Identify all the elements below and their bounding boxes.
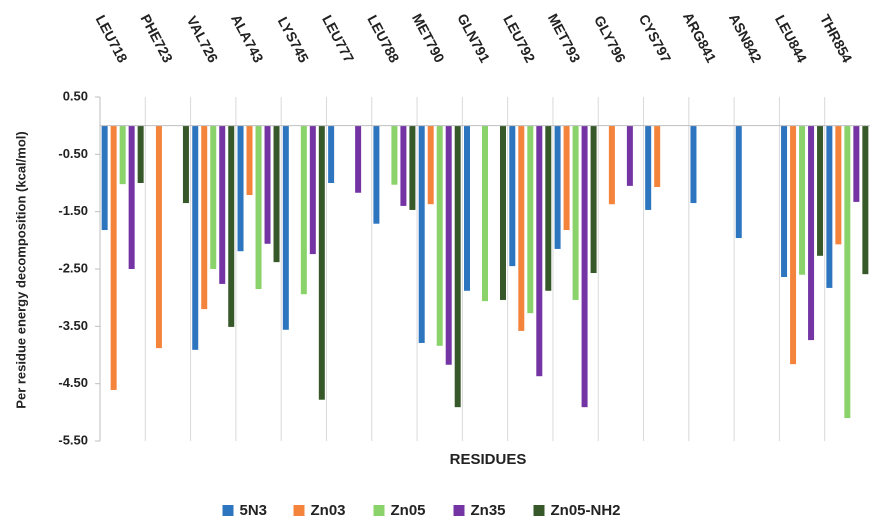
x-tick-label: GLN791	[454, 11, 493, 65]
x-tick-label: CYS797	[636, 12, 675, 66]
bar	[391, 125, 398, 185]
bar	[418, 125, 425, 343]
bar	[237, 125, 244, 252]
bar	[509, 125, 516, 267]
legend-swatch	[373, 505, 385, 516]
x-tick-label: GLY796	[591, 13, 629, 66]
bar	[626, 125, 633, 186]
bar	[464, 125, 470, 291]
bar	[155, 125, 162, 349]
x-tick-label: THR854	[817, 12, 856, 66]
x-tick-label: LEU718	[93, 12, 131, 65]
bar	[110, 125, 117, 390]
legend-label: Zn03	[311, 502, 346, 519]
x-tick-label: LEU788	[364, 12, 402, 65]
bar	[264, 125, 271, 244]
bar	[318, 125, 325, 400]
bar	[436, 125, 443, 346]
legend-label: Zn05	[391, 502, 426, 519]
x-tick-label: LEU844	[772, 12, 810, 65]
x-tick-label: LEU792	[500, 12, 538, 65]
bar	[309, 125, 316, 255]
bar	[799, 125, 806, 275]
legend-swatch	[222, 505, 234, 516]
bar	[192, 125, 199, 350]
y-tick-label: -3.50	[58, 318, 88, 333]
bar	[536, 125, 543, 377]
bar	[645, 125, 652, 210]
bar	[201, 125, 208, 310]
legend-swatch	[453, 505, 465, 516]
bar	[781, 125, 788, 278]
bar	[590, 125, 597, 274]
bar	[400, 125, 407, 206]
bar	[445, 125, 452, 365]
legend-label: Zn05-NH2	[551, 502, 621, 519]
bar	[654, 125, 661, 188]
bar	[137, 125, 144, 183]
bar	[545, 125, 552, 291]
bar	[119, 125, 126, 185]
y-tick-label: -5.50	[58, 432, 88, 447]
bar	[844, 125, 851, 419]
bar	[862, 125, 869, 275]
bar	[182, 125, 189, 204]
bar	[690, 125, 697, 204]
x-tick-label: VAL726	[184, 13, 222, 65]
y-tick-label: -2.50	[58, 260, 88, 275]
legend-label: Zn35	[471, 502, 506, 519]
bar	[101, 125, 108, 231]
x-tick-label: ASN842	[726, 11, 765, 65]
bar	[554, 125, 561, 249]
y-axis-title: Per residue energy decomposition (kcal/m…	[13, 131, 28, 408]
bar	[282, 125, 289, 330]
x-tick-label: LEU777	[319, 12, 357, 65]
bar	[409, 125, 416, 210]
bar	[228, 125, 235, 327]
bar	[817, 125, 824, 256]
bar	[735, 125, 742, 239]
bar	[826, 125, 833, 288]
x-tick-label: MET793	[545, 11, 584, 65]
bar	[608, 125, 615, 205]
bar	[300, 125, 307, 295]
x-tick-label: ALA743	[228, 12, 267, 66]
bar	[572, 125, 579, 300]
legend-swatch	[533, 505, 545, 516]
x-tick-label: MET790	[409, 11, 448, 65]
bar	[273, 125, 280, 263]
bar	[219, 125, 226, 284]
bar	[373, 125, 380, 224]
bar	[500, 125, 506, 300]
x-tick-label: ARG841	[680, 10, 720, 66]
legend-label: 5N3	[240, 502, 268, 519]
x-tick-label: PHE723	[138, 12, 177, 66]
y-tick-label: -0.50	[58, 146, 88, 161]
bar	[355, 125, 362, 193]
bar	[581, 125, 588, 408]
bar	[853, 125, 860, 202]
bar	[790, 125, 797, 365]
bar	[518, 125, 525, 331]
y-tick-label: -4.50	[58, 375, 88, 390]
bar	[427, 125, 434, 205]
x-tick-label: LYS745	[275, 14, 312, 65]
bar	[563, 125, 570, 231]
y-tick-label: 0.50	[63, 88, 88, 103]
bar	[246, 125, 253, 196]
legend-swatch	[293, 505, 305, 516]
bar	[128, 125, 135, 270]
bar	[328, 125, 335, 183]
bar	[454, 125, 461, 408]
bar	[835, 125, 842, 245]
bar	[255, 125, 262, 290]
y-tick-label: -1.50	[58, 203, 88, 218]
bar	[482, 125, 488, 302]
bar	[808, 125, 815, 341]
bar	[210, 125, 217, 270]
bar	[527, 125, 534, 314]
x-axis-title: RESIDUES	[450, 451, 527, 468]
